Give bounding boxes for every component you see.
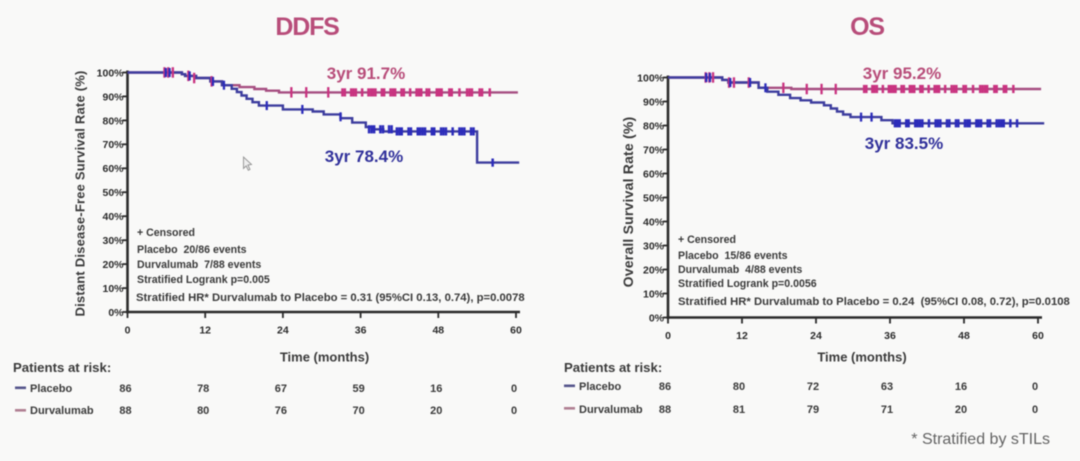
- svg-text:24: 24: [277, 325, 289, 337]
- svg-text:10%: 10%: [102, 283, 124, 295]
- svg-text:88: 88: [659, 404, 671, 416]
- svg-text:80: 80: [733, 381, 745, 393]
- svg-text:100%: 100%: [97, 67, 125, 79]
- svg-text:3yr 91.7%: 3yr 91.7%: [327, 64, 405, 83]
- svg-text:Placebo: Placebo: [30, 383, 72, 395]
- svg-text:DDFS: DDFS: [275, 13, 339, 41]
- svg-text:0: 0: [125, 325, 131, 337]
- svg-text:60: 60: [1032, 330, 1044, 342]
- svg-text:88: 88: [119, 405, 131, 417]
- svg-text:86: 86: [659, 381, 671, 393]
- svg-text:0: 0: [511, 383, 517, 395]
- svg-text:24: 24: [810, 330, 822, 342]
- svg-text:Time (months): Time (months): [817, 350, 906, 365]
- svg-text:0: 0: [1032, 404, 1038, 416]
- svg-text:Patients at risk:: Patients at risk:: [13, 360, 111, 375]
- svg-text:Stratified Logrank p=0.0056: Stratified Logrank p=0.0056: [678, 278, 817, 290]
- svg-text:Placebo: Placebo: [579, 381, 621, 393]
- svg-text:OS: OS: [850, 13, 884, 41]
- svg-text:10%: 10%: [643, 288, 665, 300]
- svg-text:30%: 30%: [102, 235, 124, 247]
- svg-text:60%: 60%: [102, 163, 124, 175]
- svg-text:20%: 20%: [643, 264, 665, 276]
- svg-text:100%: 100%: [637, 72, 665, 84]
- svg-text:71: 71: [881, 404, 893, 416]
- svg-text:Stratified HR* Durvalumab to P: Stratified HR* Durvalumab to Placebo = 0…: [136, 292, 525, 304]
- svg-text:80: 80: [197, 405, 209, 417]
- svg-text:36: 36: [884, 330, 896, 342]
- svg-text:78: 78: [197, 383, 209, 395]
- svg-text:40%: 40%: [102, 211, 124, 223]
- svg-text:Durvalumab 7/88 events: Durvalumab 7/88 events: [137, 259, 261, 271]
- svg-text:20: 20: [955, 404, 967, 416]
- svg-text:80%: 80%: [102, 115, 124, 127]
- svg-text:60: 60: [510, 325, 522, 337]
- svg-text:48: 48: [958, 330, 970, 342]
- svg-text:63: 63: [881, 381, 893, 393]
- svg-text:80%: 80%: [643, 120, 665, 132]
- svg-text:86: 86: [119, 383, 131, 395]
- svg-text:72: 72: [807, 381, 819, 393]
- svg-text:0: 0: [665, 330, 671, 342]
- svg-text:70: 70: [352, 405, 364, 417]
- svg-text:Distant Disease-Free Survival: Distant Disease-Free Survival Rate (%): [73, 70, 88, 316]
- svg-text:70%: 70%: [643, 144, 665, 156]
- svg-text:76: 76: [275, 405, 287, 417]
- svg-text:12: 12: [199, 325, 211, 337]
- svg-text:12: 12: [736, 330, 748, 342]
- svg-text:+ Censored: + Censored: [137, 227, 195, 239]
- svg-text:0: 0: [1032, 381, 1038, 393]
- svg-text:50%: 50%: [102, 187, 124, 199]
- svg-text:Time (months): Time (months): [280, 350, 369, 365]
- svg-text:Durvalumab: Durvalumab: [579, 404, 643, 416]
- svg-text:Stratified HR* Durvalumab to P: Stratified HR* Durvalumab to Placebo = 0…: [678, 296, 1070, 308]
- svg-text:67: 67: [275, 383, 287, 395]
- svg-text:Stratified Logrank p=0.005: Stratified Logrank p=0.005: [137, 274, 270, 286]
- svg-text:Durvalumab 4/88 events: Durvalumab 4/88 events: [678, 264, 802, 276]
- svg-text:70%: 70%: [102, 139, 124, 151]
- svg-text:20%: 20%: [102, 259, 124, 271]
- svg-text:Overall Survival Rate (%): Overall Survival Rate (%): [620, 117, 636, 288]
- svg-text:3yr 83.5%: 3yr 83.5%: [865, 134, 943, 153]
- svg-text:40%: 40%: [643, 216, 665, 228]
- svg-text:16: 16: [430, 383, 442, 395]
- svg-text:+ Censored: + Censored: [678, 234, 736, 246]
- svg-text:Patients at risk:: Patients at risk:: [564, 360, 662, 375]
- svg-text:20: 20: [430, 405, 442, 417]
- svg-text:90%: 90%: [102, 91, 124, 103]
- svg-text:59: 59: [352, 383, 364, 395]
- svg-text:* Stratified by sTILs: * Stratified by sTILs: [911, 431, 1050, 448]
- svg-text:90%: 90%: [643, 96, 665, 108]
- svg-text:Placebo 15/86 events: Placebo 15/86 events: [678, 250, 788, 262]
- svg-text:Durvalumab: Durvalumab: [30, 405, 94, 417]
- svg-text:0: 0: [511, 405, 517, 417]
- svg-text:60%: 60%: [643, 168, 665, 180]
- svg-text:48: 48: [432, 325, 444, 337]
- svg-text:79: 79: [807, 404, 819, 416]
- svg-text:50%: 50%: [643, 192, 665, 204]
- svg-text:36: 36: [355, 325, 367, 337]
- svg-text:0%: 0%: [649, 312, 665, 324]
- svg-text:3yr 78.4%: 3yr 78.4%: [325, 147, 403, 166]
- svg-text:81: 81: [733, 404, 745, 416]
- svg-text:16: 16: [955, 381, 967, 393]
- svg-text:30%: 30%: [643, 240, 665, 252]
- svg-text:3yr 95.2%: 3yr 95.2%: [863, 64, 941, 83]
- svg-text:Placebo 20/86 events: Placebo 20/86 events: [137, 244, 247, 256]
- svg-text:0%: 0%: [108, 307, 124, 319]
